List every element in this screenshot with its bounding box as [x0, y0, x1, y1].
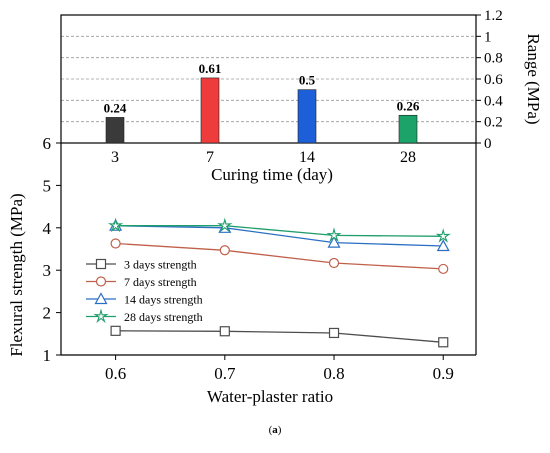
bar-y-tick-label: 0.2: [484, 115, 503, 131]
series-4-point: [107, 217, 124, 233]
bar-y-tick-label: 1: [484, 29, 492, 45]
bar-y-tick-label: 0.6: [484, 72, 503, 88]
bar-3: [105, 117, 125, 144]
bar-x-tick-label: 28: [400, 149, 416, 166]
line-y-tick-label: 6: [43, 134, 52, 153]
legend-marker: [93, 308, 109, 324]
bar-14: [297, 89, 317, 144]
series-2-point: [110, 238, 121, 249]
legend-label: 3 days strength: [124, 258, 197, 272]
bar-y-tick-label: 0.8: [484, 51, 503, 67]
caption-letter: a: [272, 424, 278, 436]
line-y-tick-label: 4: [43, 219, 52, 238]
legend-label: 14 days strength: [124, 293, 203, 307]
series-line-3: [115, 225, 444, 247]
line-y-tick-label: 5: [43, 176, 52, 195]
series-line-4: [115, 225, 444, 237]
bar-x-tick-label: 7: [206, 149, 214, 166]
bar-x-axis-label: Curing time (day): [211, 165, 333, 184]
bar-value-label: 0.61: [199, 61, 222, 76]
line-y-tick-label: 3: [43, 261, 52, 280]
bar-y-tick-label: 0: [484, 136, 492, 152]
legend-marker: [94, 292, 108, 305]
series-line-2: [115, 242, 444, 270]
figure-caption: (a): [0, 424, 550, 436]
bar-7: [200, 77, 220, 144]
series-3-point: [327, 235, 341, 248]
bar-y-tick-label: 1.2: [484, 8, 503, 24]
bar-y-axis-label: Range (MPa): [524, 33, 543, 124]
series-2-point: [328, 257, 340, 269]
bar-value-label: 0.5: [299, 73, 316, 88]
caption-close-paren: ): [277, 424, 282, 436]
series-2-point: [438, 263, 449, 275]
series-1-point: [328, 327, 340, 339]
line-chart-flexural-strength: 1 2 3 4 5 6 0.6 0.7 0.8 0.9 Water-plaster ratio Fle…: [7, 134, 477, 406]
caption-open-paren: (: [268, 424, 273, 436]
series-2-point: [219, 245, 230, 256]
bar-chart-curing-time: 0 0.2 0.4 0.6 0.8 1 1.2 Range (MPa) 0.24 3 0.61 7 0.…: [60, 8, 543, 184]
legend-label: 28 days strength: [124, 310, 203, 324]
series-1-point: [438, 337, 449, 348]
series-1-point: [219, 326, 230, 337]
line-x-tick-label: 0.9: [433, 364, 454, 383]
series-4-point: [435, 228, 451, 243]
line-y-tick-label: 1: [43, 346, 52, 365]
legend-label: 7 days strength: [124, 275, 197, 289]
series-line-1: [115, 330, 444, 343]
line-x-tick-label: 0.7: [214, 364, 236, 383]
series-4-point: [326, 227, 342, 242]
series-1-point: [110, 325, 121, 336]
series-4-point: [217, 217, 233, 233]
legend-marker: [95, 258, 107, 270]
bar-x-tick-label: 3: [111, 149, 119, 166]
line-y-tick-label: 2: [43, 304, 52, 323]
legend-marker: [95, 276, 107, 287]
bar-28: [398, 114, 418, 144]
series-3-point: [436, 239, 450, 252]
line-x-tick-label: 0.8: [323, 364, 344, 383]
line-x-axis-label: Water-plaster ratio: [207, 387, 333, 406]
line-y-axis-label: Flexural strength (MPa): [7, 193, 26, 356]
bar-value-label: 0.26: [397, 98, 420, 113]
line-x-tick-label: 0.6: [105, 364, 126, 383]
bar-value-label: 0.24: [104, 100, 127, 115]
bar-x-tick-label: 14: [299, 149, 315, 166]
bar-y-tick-label: 0.4: [484, 93, 503, 109]
